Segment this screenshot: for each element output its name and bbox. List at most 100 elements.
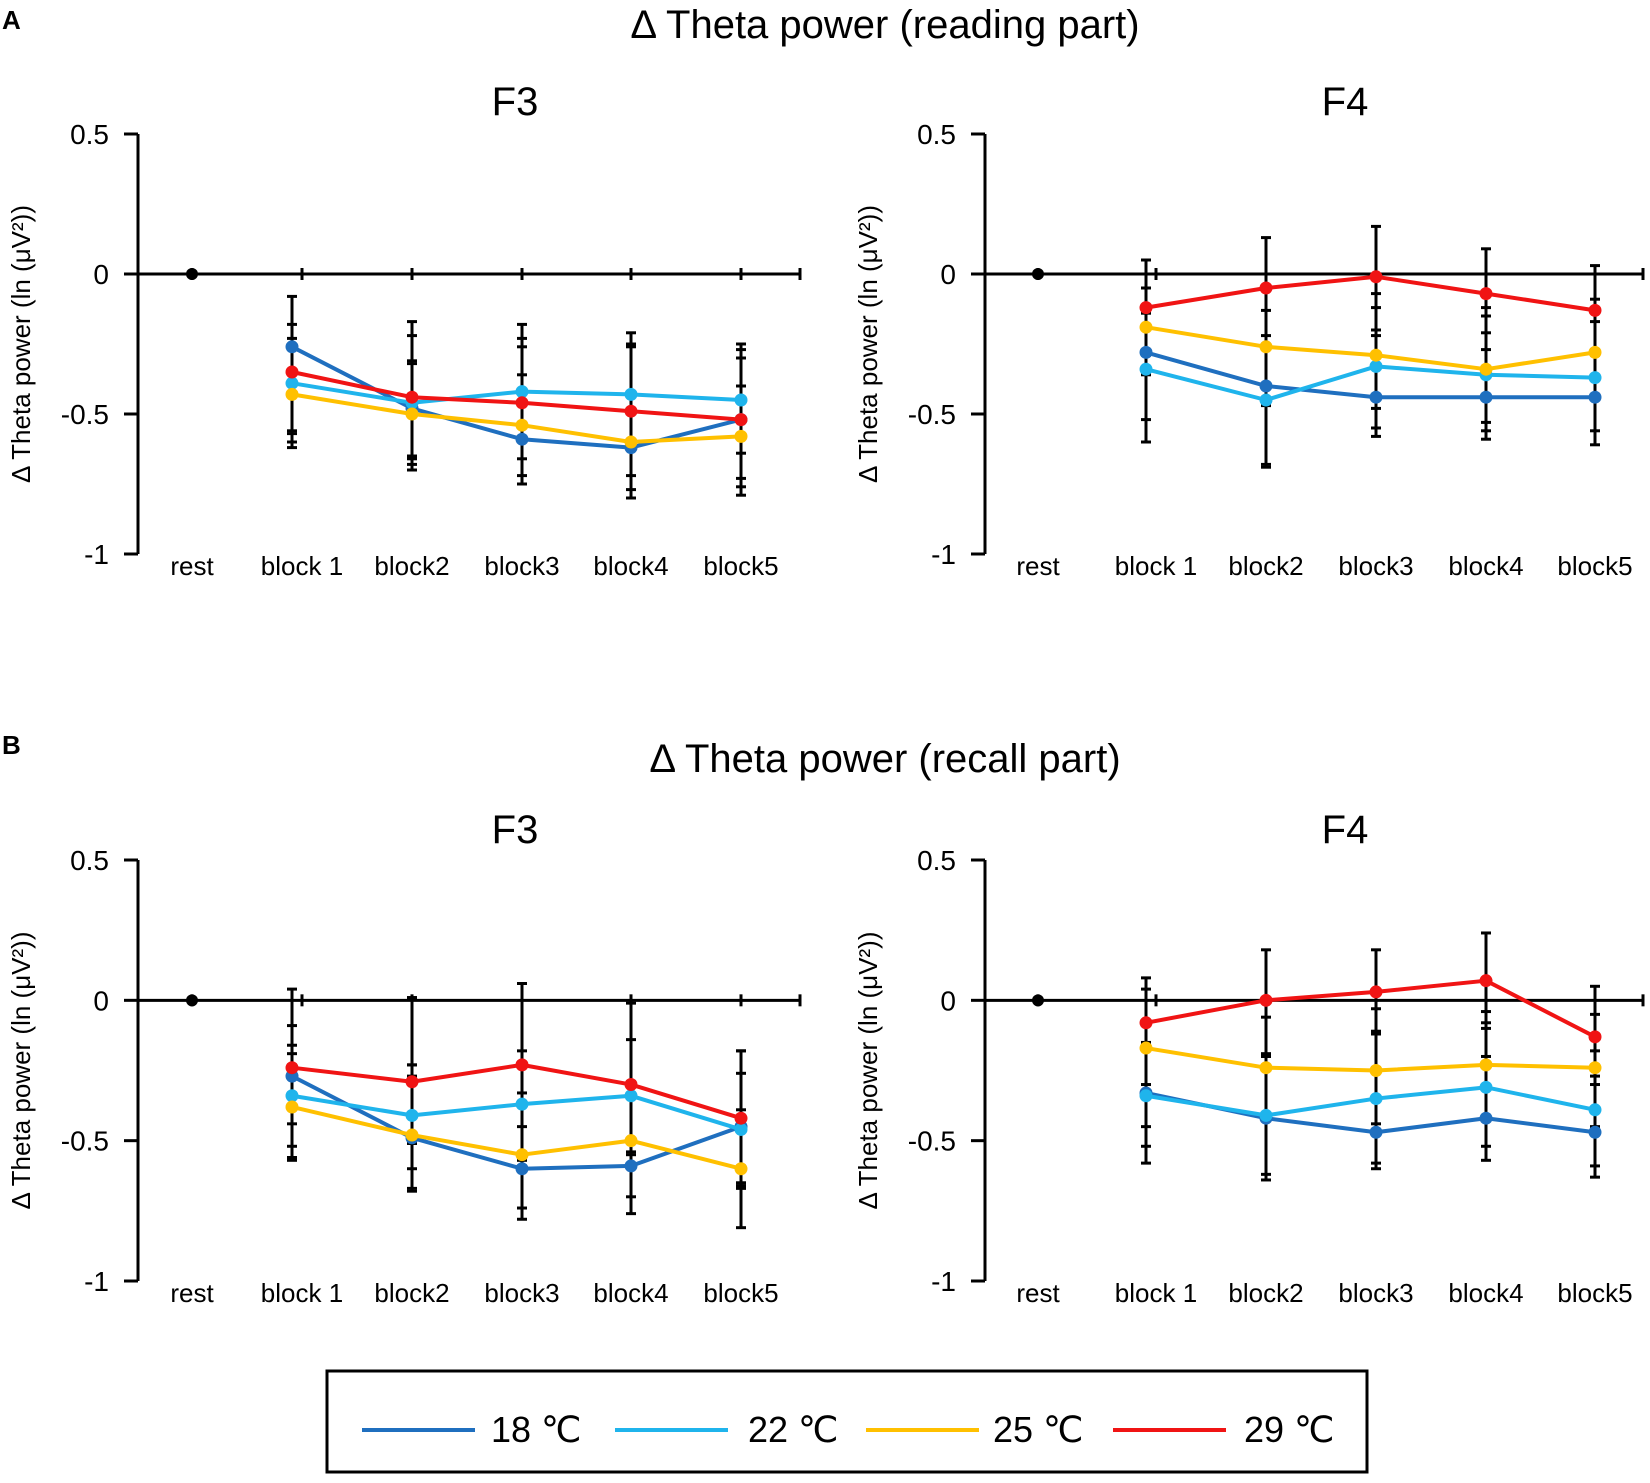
data-point — [515, 396, 529, 410]
data-point — [1479, 974, 1493, 988]
data-point — [1588, 303, 1602, 317]
x-category-label: rest — [170, 551, 214, 581]
y-tick-label: 0.5 — [917, 119, 956, 150]
data-point — [624, 387, 638, 401]
x-category-label: rest — [1016, 551, 1060, 581]
data-point — [515, 1148, 529, 1162]
data-point — [734, 413, 748, 427]
data-point — [1139, 320, 1153, 334]
data-point — [1588, 345, 1602, 359]
data-point — [405, 1128, 419, 1142]
x-category-label: block5 — [703, 551, 778, 581]
data-point — [515, 432, 529, 446]
x-category-label: block3 — [484, 1278, 559, 1308]
data-point — [1588, 1125, 1602, 1139]
legend-label-25: 25 ℃ — [993, 1409, 1083, 1450]
data-point — [1259, 1061, 1273, 1075]
y-axis-label: Δ Theta power (ln (μV²)) — [853, 205, 883, 483]
data-point — [734, 429, 748, 443]
y-tick-label: -0.5 — [908, 399, 956, 430]
y-axis-label: Δ Theta power (ln (μV²)) — [6, 932, 36, 1210]
x-category-label: block2 — [1228, 1278, 1303, 1308]
data-point — [1139, 362, 1153, 376]
rest-point — [186, 994, 198, 1007]
data-point — [1139, 1089, 1153, 1103]
y-tick-label: 0 — [940, 985, 956, 1016]
legend-item-25: 25 ℃ — [866, 1409, 1083, 1450]
x-category-label: block 1 — [261, 551, 343, 581]
y-tick-label: 0 — [93, 259, 109, 290]
series-line — [1145, 325, 1596, 372]
data-point — [405, 1075, 419, 1089]
data-point — [515, 385, 529, 399]
y-tick-label: -1 — [931, 539, 956, 570]
data-point — [285, 376, 299, 390]
y-tick-label: 0 — [940, 259, 956, 290]
data-point — [1588, 1061, 1602, 1075]
y-tick-label: -0.5 — [61, 399, 109, 430]
legend-label-29: 29 ℃ — [1244, 1409, 1334, 1450]
x-category-label: block2 — [374, 1278, 449, 1308]
y-tick-label: -1 — [931, 1266, 956, 1297]
data-point — [734, 1162, 748, 1176]
data-point — [1479, 390, 1493, 404]
data-point — [734, 1111, 748, 1125]
data-point — [1479, 287, 1493, 301]
x-category-label: block3 — [1338, 551, 1413, 581]
data-point — [1139, 301, 1153, 315]
series-line — [1145, 274, 1596, 313]
data-point — [1369, 985, 1383, 999]
x-category-label: block4 — [1448, 1278, 1523, 1308]
y-axis-label: Δ Theta power (ln (μV²)) — [853, 932, 883, 1210]
data-point — [285, 365, 299, 379]
x-category-label: block 1 — [1115, 551, 1197, 581]
data-point — [1139, 1041, 1153, 1055]
legend-item-18: 18 ℃ — [362, 1409, 581, 1450]
chart-title: F3 — [492, 80, 539, 124]
x-category-label: block5 — [703, 1278, 778, 1308]
data-point — [1139, 1016, 1153, 1030]
data-point — [1588, 1030, 1602, 1044]
legend-item-29: 29 ℃ — [1113, 1409, 1334, 1450]
chart-title: F3 — [492, 808, 539, 852]
data-point — [624, 1134, 638, 1148]
x-category-label: block2 — [374, 551, 449, 581]
legend-box — [325, 1369, 1369, 1474]
data-point — [734, 393, 748, 407]
data-point — [515, 418, 529, 432]
data-point — [624, 1078, 638, 1092]
x-category-label: block 1 — [261, 1278, 343, 1308]
legend-item-22: 22 ℃ — [615, 1409, 838, 1450]
data-point — [1369, 348, 1383, 362]
y-tick-label: 0.5 — [70, 845, 109, 876]
data-point — [1259, 340, 1273, 354]
y-tick-label: 0.5 — [917, 845, 956, 876]
y-tick-label: -1 — [84, 539, 109, 570]
data-point — [1588, 390, 1602, 404]
chart-recall-f3: F3 Δ Theta power (ln (μV²)) 0.5 0 -0.5 -1 rest… — [6, 808, 802, 1308]
data-point — [1588, 371, 1602, 385]
data-point — [405, 1108, 419, 1122]
data-point — [734, 1122, 748, 1136]
x-category-label: block4 — [1448, 551, 1523, 581]
data-point — [1369, 270, 1383, 284]
data-point — [405, 390, 419, 404]
chart-title: F4 — [1322, 80, 1369, 124]
y-axis-label: Δ Theta power (ln (μV²)) — [6, 205, 36, 483]
data-point — [624, 1159, 638, 1173]
data-point — [285, 1100, 299, 1114]
data-point — [285, 1089, 299, 1103]
data-point — [285, 340, 299, 354]
data-point — [1369, 390, 1383, 404]
data-point — [624, 404, 638, 418]
x-category-label: block 1 — [1115, 1278, 1197, 1308]
legend-label-22: 22 ℃ — [748, 1409, 838, 1450]
data-point — [1369, 1092, 1383, 1106]
chart-recall-f4: F4 Δ Theta power (ln (μV²)) 0.5 0 -0.5 -1 rest… — [853, 808, 1645, 1308]
data-point — [1259, 1108, 1273, 1122]
rest-point — [1032, 994, 1044, 1007]
chart-reading-f4: F4 Δ Theta power (ln (μV²)) 0.5 0 -0.5 -1 rest… — [853, 80, 1645, 581]
panel-letter-b: B — [2, 730, 21, 760]
x-category-label: block3 — [1338, 1278, 1413, 1308]
